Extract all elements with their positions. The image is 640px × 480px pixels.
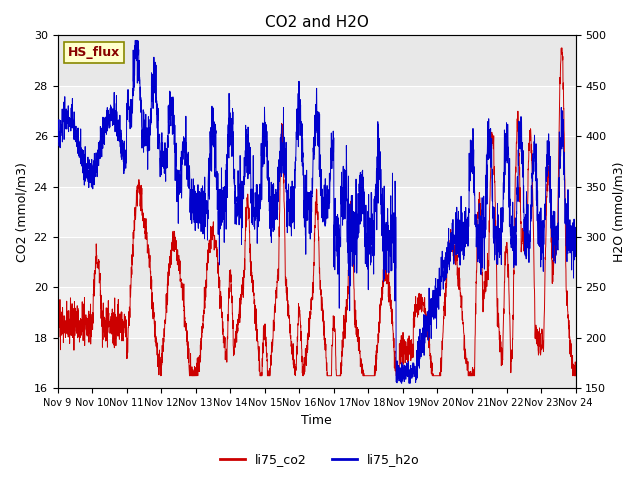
Y-axis label: H2O (mmol/m3): H2O (mmol/m3) [612, 162, 625, 262]
Y-axis label: CO2 (mmol/m3): CO2 (mmol/m3) [15, 162, 28, 262]
Bar [58, 237, 575, 288]
Bar [58, 86, 575, 136]
Legend: li75_co2, li75_h2o: li75_co2, li75_h2o [215, 448, 425, 471]
Bar [58, 288, 575, 338]
Bar [58, 338, 575, 388]
X-axis label: Time: Time [301, 414, 332, 427]
Bar [58, 136, 575, 187]
Title: CO2 and H2O: CO2 and H2O [264, 15, 369, 30]
Bar [58, 36, 575, 86]
Text: HS_flux: HS_flux [68, 46, 120, 59]
Bar [58, 187, 575, 237]
